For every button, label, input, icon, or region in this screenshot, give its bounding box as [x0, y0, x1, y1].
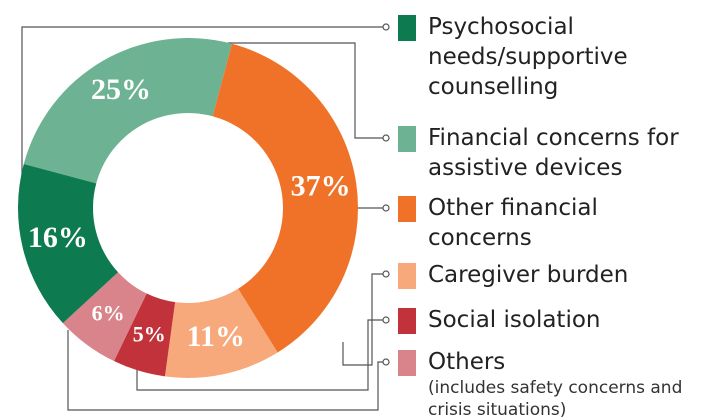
legend-note: (includes safety concerns and crisis sit… — [428, 378, 683, 419]
legend-label: Psychosocial needs/supportive counsellin… — [428, 12, 678, 102]
data-label: 37% — [291, 169, 351, 202]
legend-swatch — [398, 15, 416, 41]
legend-swatch — [398, 350, 416, 376]
legend-label: Financial concerns for assistive devices — [428, 123, 708, 183]
legend-item: Psychosocial needs/supportive counsellin… — [398, 12, 678, 102]
legend-item: Financial concerns for assistive devices — [398, 123, 708, 183]
slice — [114, 293, 176, 377]
slice — [17, 164, 119, 324]
legend-item: Social isolation — [398, 305, 708, 335]
legend-text: Social isolation — [428, 307, 601, 333]
slice — [164, 288, 278, 378]
data-label: 25% — [91, 73, 151, 106]
legend-item: Other financial concerns — [398, 193, 708, 253]
legend-text: Others — [428, 349, 506, 375]
data-label: 16% — [28, 221, 88, 254]
legend-text: Financial concerns for assistive devices — [428, 125, 679, 181]
slice — [62, 272, 147, 362]
slice — [212, 43, 358, 353]
slice — [23, 38, 232, 184]
legend-label: Caregiver burden — [428, 260, 708, 290]
data-label: 5% — [133, 321, 166, 346]
legend-item: Others (includes safety concerns and cris… — [398, 347, 708, 419]
legend-swatch — [398, 196, 416, 222]
legend-text: Psychosocial needs/supportive counsellin… — [428, 14, 628, 100]
legend-swatch — [398, 126, 416, 152]
legend-text: Other financial concerns — [428, 195, 598, 251]
legend-swatch — [398, 308, 416, 334]
legend-text: Caregiver burden — [428, 262, 629, 288]
legend-label: Others (includes safety concerns and cris… — [428, 347, 708, 419]
ring: 25% 37% 11% 5% 6% 16% — [17, 38, 358, 378]
legend-swatch — [398, 263, 416, 289]
legend-label: Social isolation — [428, 305, 708, 335]
connectors — [21, 23, 390, 411]
data-label: 6% — [92, 301, 125, 326]
data-label: 11% — [187, 320, 245, 353]
legend-label: Other financial concerns — [428, 193, 708, 253]
legend-item: Caregiver burden — [398, 260, 708, 290]
